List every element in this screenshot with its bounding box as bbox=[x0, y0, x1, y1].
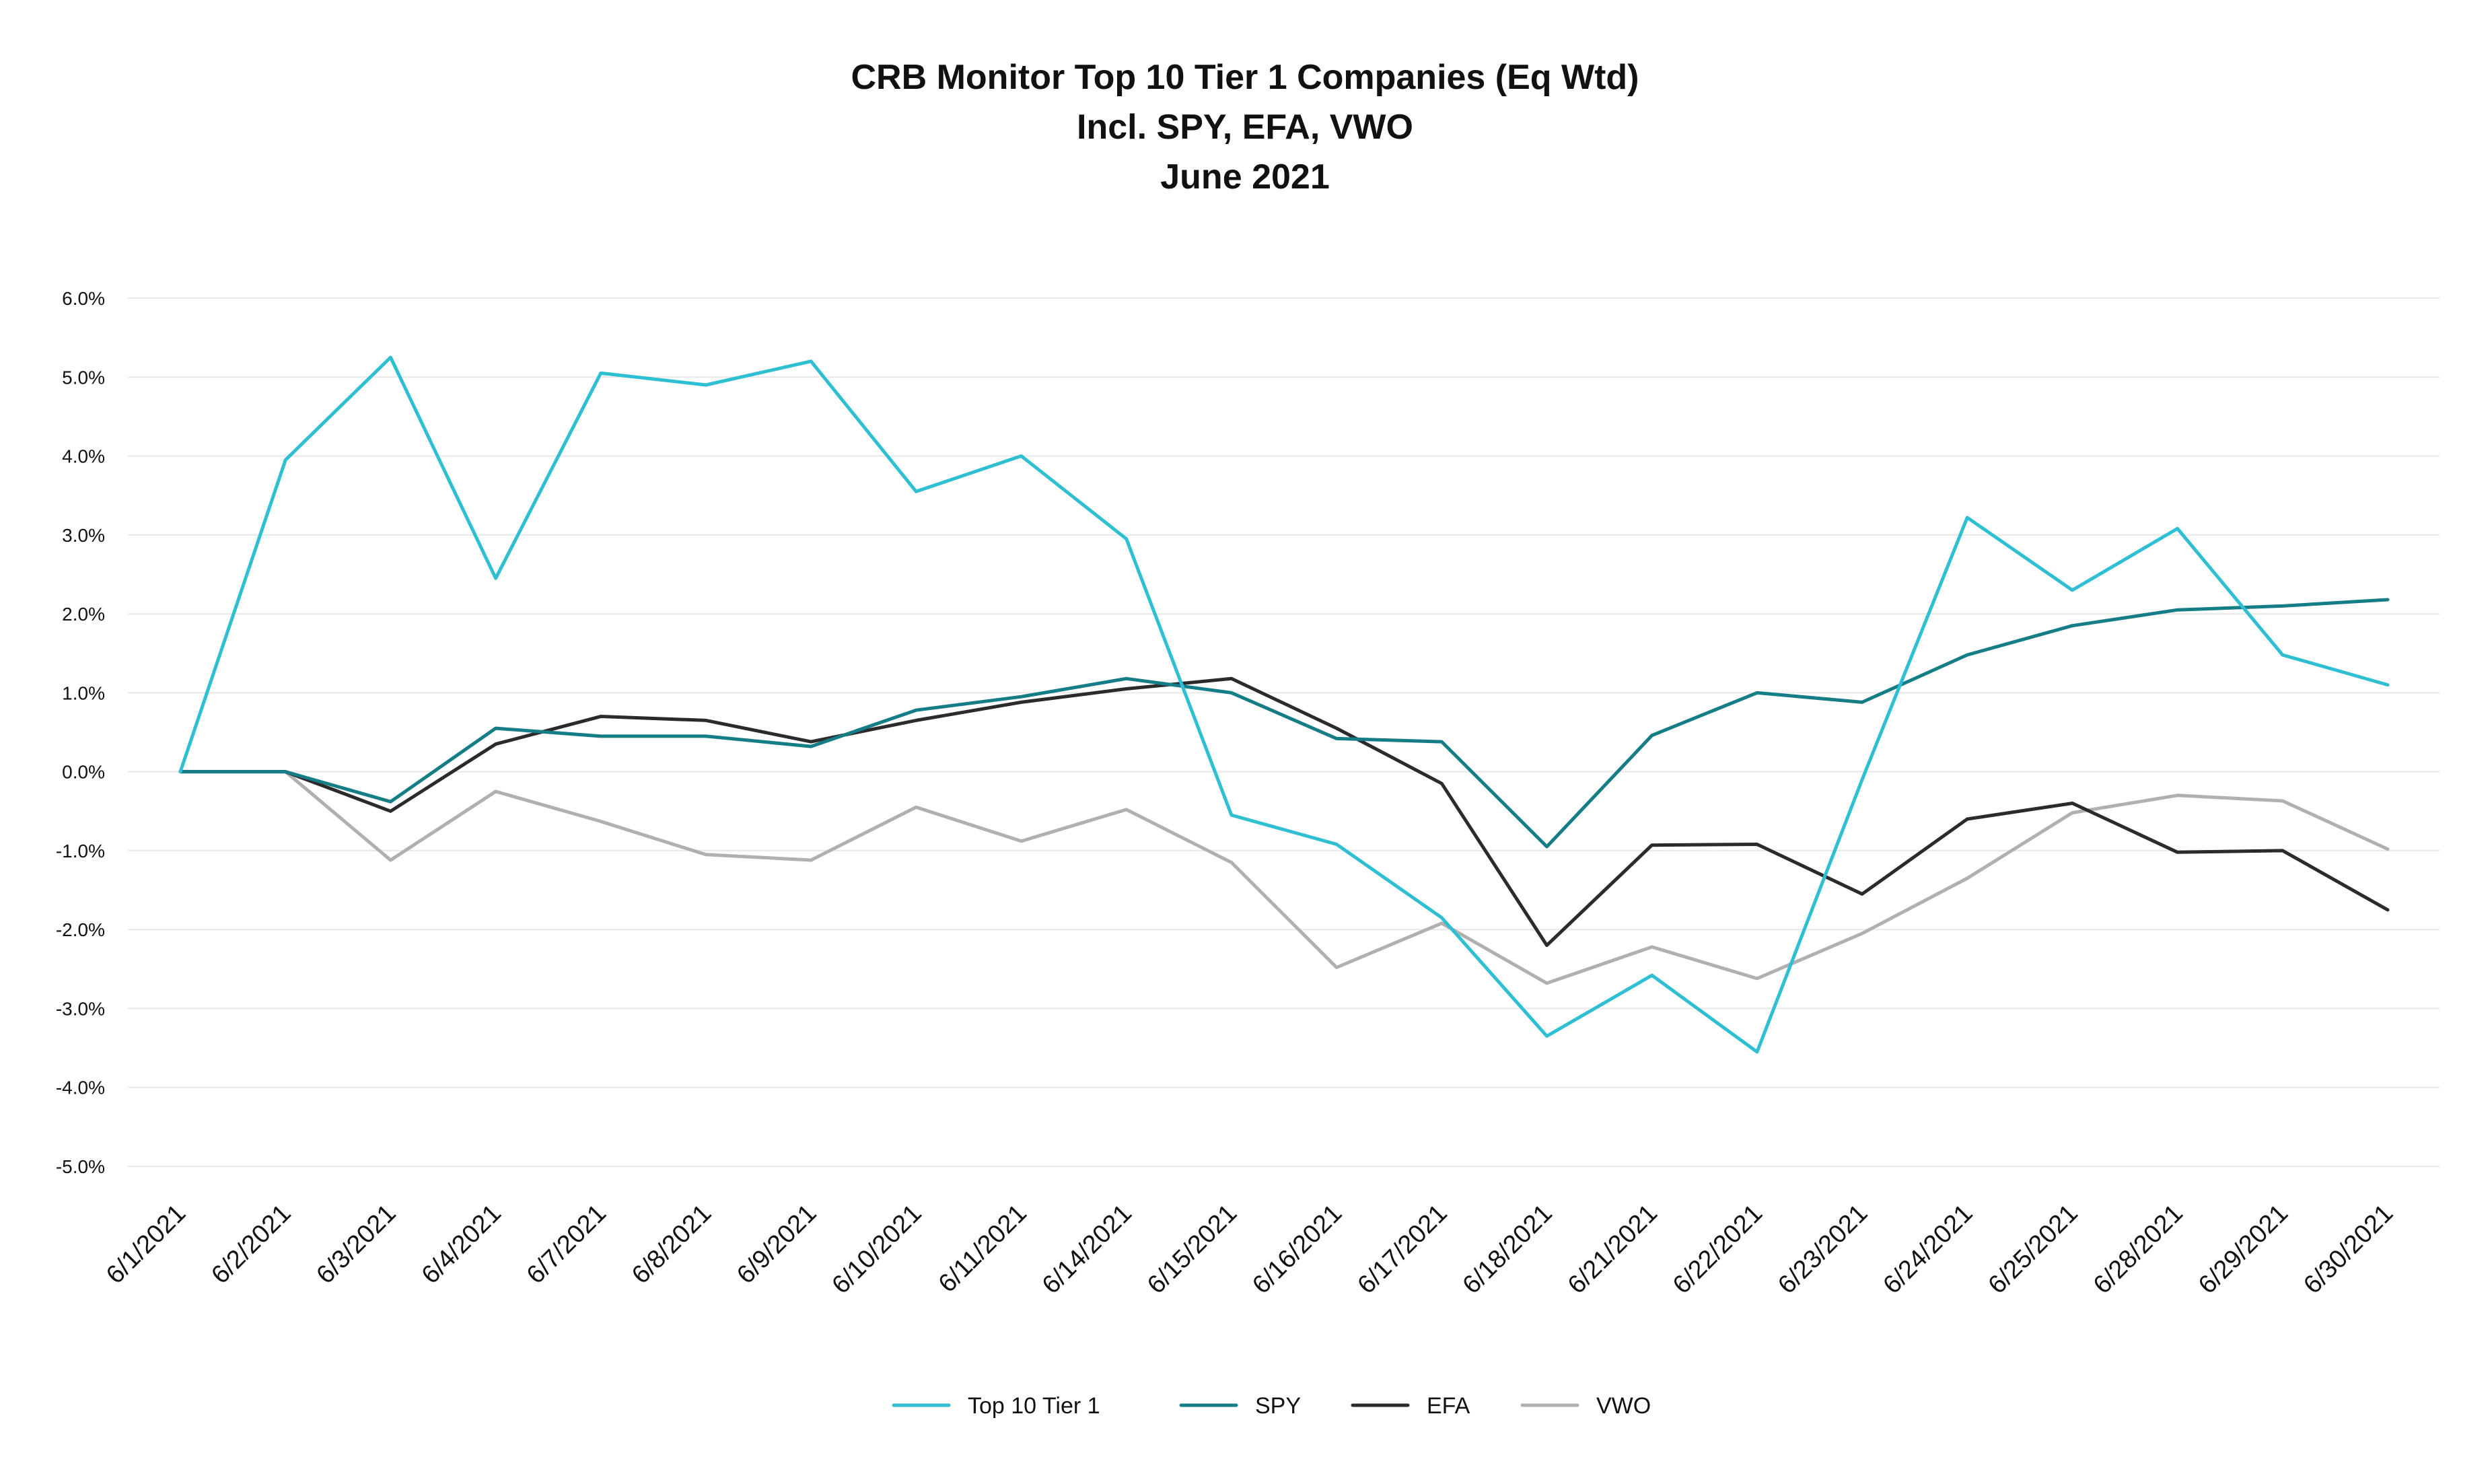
y-tick-label: -2.0% bbox=[56, 919, 105, 940]
y-tick-label: 0.0% bbox=[62, 762, 105, 783]
x-tick-label: 6/29/2021 bbox=[2193, 1199, 2293, 1300]
series-line-vwo bbox=[178, 770, 2390, 985]
x-tick-label: 6/3/2021 bbox=[311, 1199, 401, 1289]
y-tick-label: 3.0% bbox=[62, 525, 105, 546]
x-tick-label: 6/1/2021 bbox=[101, 1199, 191, 1289]
y-tick-label: -4.0% bbox=[56, 1077, 105, 1098]
y-tick-label: 2.0% bbox=[62, 604, 105, 625]
chart-title-line-2: Incl. SPY, EFA, VWO bbox=[1077, 108, 1413, 147]
x-axis-tick-labels: 6/1/2021 6/2/2021 6/3/2021 6/4/2021 6/7/2021… bbox=[101, 1199, 2398, 1300]
x-tick-label: 6/15/2021 bbox=[1142, 1199, 1242, 1300]
series-line-top-10-tier-1 bbox=[178, 355, 2390, 1054]
gridlines bbox=[128, 297, 2440, 1167]
x-tick-label: 6/30/2021 bbox=[2298, 1199, 2398, 1300]
x-tick-label: 6/7/2021 bbox=[522, 1199, 612, 1289]
y-tick-label: -3.0% bbox=[56, 998, 105, 1019]
x-tick-label: 6/2/2021 bbox=[206, 1199, 296, 1289]
legend-label-top-10-tier-1: Top 10 Tier 1 bbox=[968, 1393, 1100, 1419]
series-lines bbox=[178, 355, 2390, 1054]
y-axis-tick-labels: 6.0% 5.0% 4.0% 3.0% 2.0% 1.0% 0.0% -1.0% -2.0% -3… bbox=[56, 288, 105, 1177]
x-tick-label: 6/8/2021 bbox=[627, 1199, 717, 1289]
y-tick-label: 5.0% bbox=[62, 367, 105, 388]
x-tick-label: 6/21/2021 bbox=[1563, 1199, 1663, 1300]
legend-label-spy: SPY bbox=[1255, 1393, 1301, 1419]
x-tick-label: 6/14/2021 bbox=[1037, 1199, 1137, 1300]
x-tick-label: 6/24/2021 bbox=[1878, 1199, 1978, 1300]
y-tick-label: 1.0% bbox=[62, 682, 105, 703]
x-tick-label: 6/4/2021 bbox=[417, 1199, 507, 1289]
x-tick-label: 6/9/2021 bbox=[732, 1199, 822, 1289]
x-tick-label: 6/11/2021 bbox=[933, 1199, 1032, 1298]
chart-title-line-3: June 2021 bbox=[1160, 157, 1330, 197]
y-tick-label: 4.0% bbox=[62, 446, 105, 467]
x-tick-label: 6/23/2021 bbox=[1773, 1199, 1873, 1300]
x-tick-label: 6/10/2021 bbox=[826, 1199, 927, 1300]
x-tick-label: 6/17/2021 bbox=[1352, 1199, 1452, 1300]
x-tick-label: 6/28/2021 bbox=[2088, 1199, 2189, 1300]
y-tick-label: -1.0% bbox=[56, 841, 105, 861]
chart-title-line-1: CRB Monitor Top 10 Tier 1 Companies (Eq … bbox=[851, 58, 1639, 97]
y-tick-label: 6.0% bbox=[62, 288, 105, 309]
x-tick-label: 6/25/2021 bbox=[1983, 1199, 2084, 1300]
legend-label-vwo: VWO bbox=[1596, 1393, 1651, 1419]
x-tick-label: 6/16/2021 bbox=[1247, 1199, 1347, 1300]
legend: Top 10 Tier 1 SPY EFA VWO bbox=[892, 1393, 1651, 1419]
legend-label-efa: EFA bbox=[1427, 1393, 1470, 1419]
chart-title: CRB Monitor Top 10 Tier 1 Companies (Eq … bbox=[851, 58, 1639, 197]
x-tick-label: 6/18/2021 bbox=[1458, 1199, 1558, 1300]
series-line-spy bbox=[178, 598, 2390, 849]
series-line-efa bbox=[178, 676, 2390, 948]
y-tick-label: -5.0% bbox=[56, 1156, 105, 1177]
x-tick-label: 6/22/2021 bbox=[1668, 1199, 1768, 1300]
